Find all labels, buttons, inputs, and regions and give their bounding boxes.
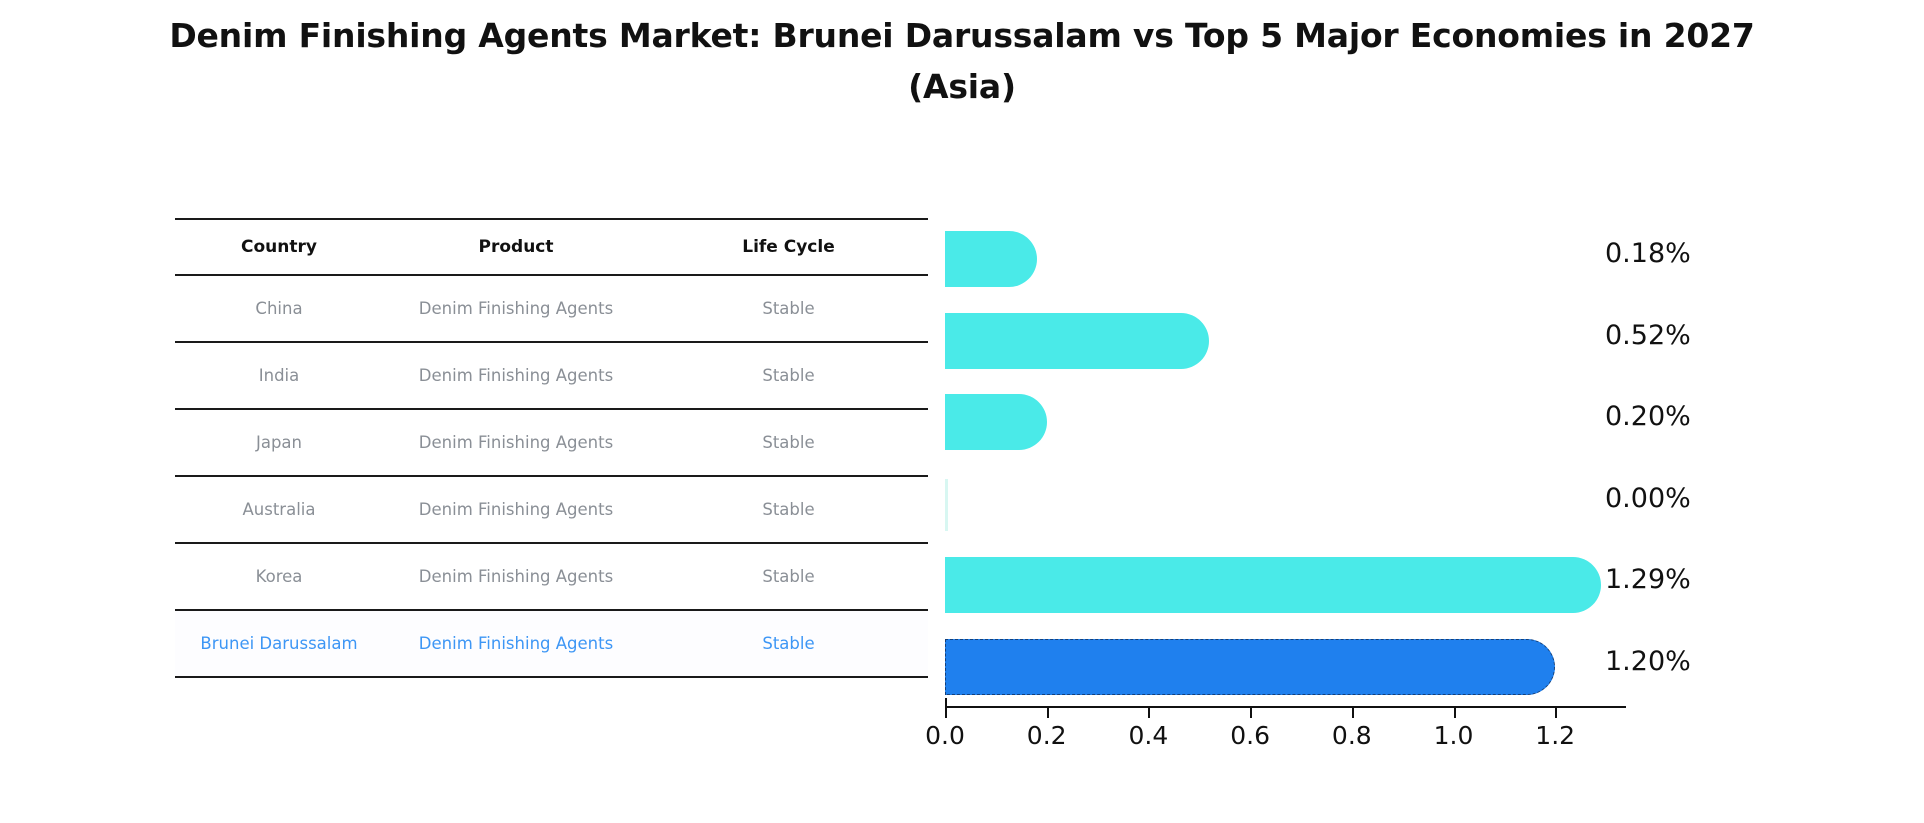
bar-brunei-darussalam[interactable] (945, 638, 1556, 695)
cell-country: China (255, 299, 303, 318)
x-ticklabel-4: 0.8 (1331, 721, 1372, 750)
bar-row-china: 0.18% (945, 218, 1691, 300)
bar-korea[interactable] (945, 557, 1601, 613)
cell-product: Denim Finishing Agents (418, 500, 614, 519)
cell-product: Denim Finishing Agents (418, 433, 614, 452)
x-tick-3 (1250, 707, 1253, 718)
table-row[interactable]: Korea Denim Finishing Agents Stable (175, 542, 928, 609)
bar-label-brunei-darussalam: 1.20% (1605, 645, 1691, 677)
x-tick-2 (1148, 707, 1151, 718)
axis-left-cap (945, 698, 948, 709)
bar-label-india: 0.52% (1605, 319, 1691, 351)
bar-china[interactable] (945, 231, 1037, 287)
x-ticklabel-6: 1.2 (1535, 721, 1576, 750)
cell-product: Denim Finishing Agents (418, 299, 614, 318)
x-ticklabel-1: 0.2 (1026, 721, 1067, 750)
cell-life-cycle: Stable (762, 299, 815, 318)
cell-country: Japan (255, 433, 303, 452)
x-tick-1 (1046, 707, 1049, 718)
x-tick-6 (1555, 707, 1558, 718)
cell-product: Denim Finishing Agents (418, 634, 614, 653)
table-row[interactable]: India Denim Finishing Agents Stable (175, 341, 928, 408)
table-header-row: Country Product Life Cycle (175, 218, 928, 274)
cell-life-cycle: Stable (762, 634, 815, 653)
bar-label-australia: 0.00% (1605, 482, 1691, 514)
table-row[interactable]: China Denim Finishing Agents Stable (175, 274, 928, 341)
country-table: Country Product Life Cycle China Denim F… (175, 218, 928, 678)
x-ticklabel-3: 0.6 (1230, 721, 1270, 750)
table-row[interactable]: Australia Denim Finishing Agents Stable (175, 475, 928, 542)
x-ticklabel-2: 0.4 (1128, 721, 1169, 750)
column-header-country: Country (241, 237, 317, 257)
cell-product: Denim Finishing Agents (418, 567, 614, 586)
bar-japan[interactable] (945, 394, 1047, 450)
column-header-product: Product (478, 237, 554, 257)
x-ticklabel-5: 1.0 (1433, 721, 1474, 750)
x-tick-0 (945, 707, 947, 718)
bar-label-korea: 1.29% (1605, 564, 1691, 595)
column-header-life-cycle: Life Cycle (742, 237, 835, 257)
cell-country: Brunei Darussalam (200, 634, 358, 653)
bar-label-japan: 0.20% (1605, 401, 1691, 432)
x-tick-4 (1351, 707, 1354, 718)
cell-product: Denim Finishing Agents (418, 366, 614, 385)
table-row-highlighted[interactable]: Brunei Darussalam Denim Finishing Agents… (175, 609, 928, 676)
cell-country: India (258, 366, 300, 385)
table-row[interactable]: Japan Denim Finishing Agents Stable (175, 408, 928, 475)
bar-label-china: 0.18% (1605, 238, 1691, 269)
x-ticklabel-0: 0.0 (925, 721, 965, 750)
bar-row-australia: 0.00% (945, 463, 1691, 545)
x-tick-5 (1453, 707, 1456, 718)
cell-country: Korea (255, 567, 303, 586)
page-title: Denim Finishing Agents Market: Brunei Da… (169, 16, 1755, 107)
x-axis-line (945, 706, 1626, 709)
cell-life-cycle: Stable (762, 366, 815, 385)
table-bottom-rule (175, 676, 928, 678)
cell-country: Australia (242, 500, 316, 519)
bar-india[interactable] (945, 312, 1210, 369)
cell-life-cycle: Stable (762, 433, 815, 452)
bar-chart: 0.18% 0.52% 0.20% 0.00% 1.29% 1.20% (925, 218, 1691, 750)
bar-row-japan: 0.20% (945, 381, 1691, 463)
bar-row-korea: 1.29% (945, 544, 1691, 626)
bar-row-india: 0.52% (945, 300, 1691, 382)
bar-australia[interactable] (945, 478, 948, 531)
bar-row-brunei-darussalam: 1.20% (945, 626, 1691, 708)
cell-life-cycle: Stable (762, 567, 815, 586)
cell-life-cycle: Stable (762, 500, 815, 519)
